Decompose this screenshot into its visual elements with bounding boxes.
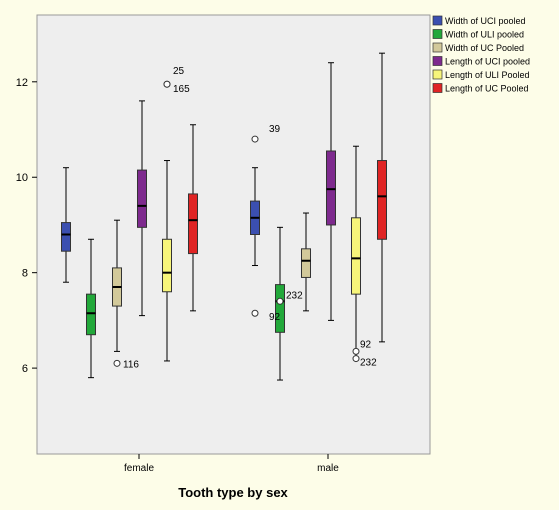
outlier-label: 92 [269,312,281,323]
box-groups: 39 92 232 116 25 165 92 232 [61,52,387,381]
box [61,222,71,252]
legend-swatch [432,56,443,66]
x-tick-label: male [317,463,339,474]
outlier-label: 116 [123,359,139,370]
plot-area [36,14,431,455]
box-group [137,100,147,317]
legend-label: Length of UC Pooled [445,84,529,94]
box-group [61,167,71,283]
x-axis-title: Tooth type by sex [178,485,288,500]
box [188,193,198,255]
y-tick-label: 8 [22,268,28,280]
box [137,169,147,228]
box-group [86,238,96,379]
outlier-point [352,355,360,363]
x-axis: female male [124,454,339,474]
box [162,238,172,293]
box-group [377,52,387,343]
outlier-label: 165 [173,84,190,95]
box [326,150,336,226]
y-tick-label: 6 [22,363,28,375]
outlier-label: 39 [269,124,281,135]
outlier-point [251,309,259,317]
box-group [275,226,285,381]
box [377,160,387,240]
box-group [162,80,172,362]
x-tick-label: female [124,463,154,474]
box-group [188,124,198,312]
legend-label: Width of UCI pooled [445,16,526,26]
box-group [112,219,122,367]
legend-label: Width of ULI pooled [445,30,524,40]
outlier-point [163,80,171,88]
legend-swatch [432,29,443,39]
y-axis: 6 8 10 12 [16,77,37,375]
outlier-point [113,359,121,367]
outlier-label: 25 [173,66,185,77]
legend-label: Length of ULI Pooled [445,70,530,80]
box-group [301,212,311,312]
box-group [351,145,361,363]
legend-label: Length of UCI pooled [445,57,530,67]
outlier-point [352,347,360,355]
box [351,217,361,295]
box [275,284,285,333]
y-tick-label: 10 [16,172,28,184]
outlier-point [276,297,284,305]
legend: Width of UCI pooled Width of ULI pooled Wi… [432,15,530,94]
legend-label: Width of UC Pooled [445,43,524,53]
box [86,293,96,336]
outlier-label: 232 [360,358,377,369]
legend-swatch [432,83,443,93]
legend-swatch [432,42,443,53]
box-group [250,135,260,317]
legend-swatch [432,15,443,26]
outlier-label: 92 [360,339,372,350]
box-group [326,62,336,321]
legend-swatch [432,69,443,80]
outlier-label: 232 [286,290,303,301]
y-tick-label: 12 [16,77,28,89]
box [301,248,311,278]
outlier-point [251,135,259,143]
